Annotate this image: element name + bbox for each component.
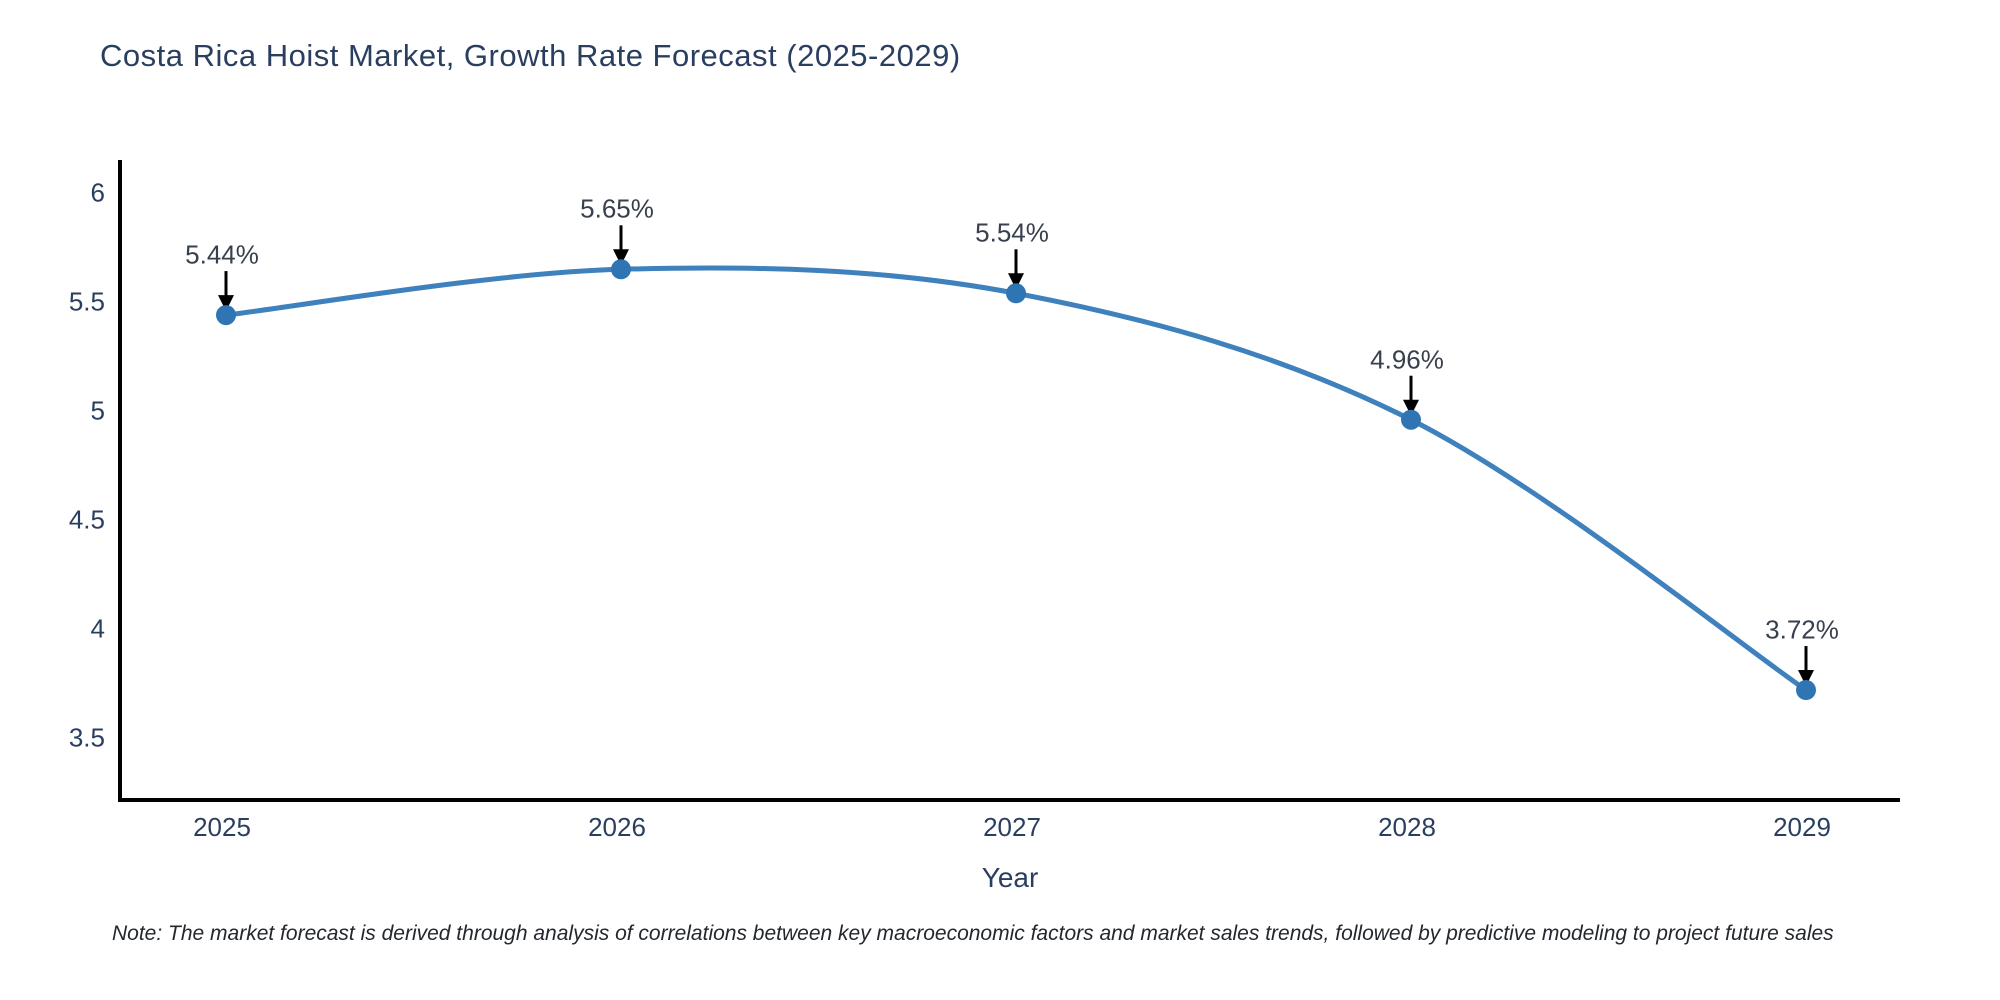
x-tick-label: 2025 bbox=[193, 812, 251, 842]
annotation-arrowhead-icon bbox=[1798, 670, 1814, 687]
annotation-arrowhead-icon bbox=[218, 295, 234, 312]
point-value-label: 5.54% bbox=[975, 217, 1049, 248]
x-tick-label: 2026 bbox=[588, 812, 646, 842]
y-tick-label: 6 bbox=[90, 177, 105, 208]
data-point-2029[interactable] bbox=[1796, 680, 1816, 701]
y-tick-label: 5.5 bbox=[68, 286, 105, 317]
annotation-arrowhead-icon bbox=[1008, 273, 1024, 290]
x-tick-label: 2028 bbox=[1378, 812, 1436, 842]
point-value-label: 4.96% bbox=[1370, 344, 1444, 375]
x-axis-title: Year bbox=[981, 862, 1039, 893]
y-tick-label: 4 bbox=[90, 613, 105, 644]
data-point-2025[interactable] bbox=[216, 305, 236, 326]
data-point-2027[interactable] bbox=[1006, 283, 1026, 304]
trend-line bbox=[223, 265, 1809, 693]
y-tick-label: 4.5 bbox=[68, 504, 105, 535]
point-value-label: 5.65% bbox=[580, 193, 654, 224]
point-value-label: 3.72% bbox=[1765, 614, 1839, 645]
footnote-text: Note: The market forecast is derived thr… bbox=[112, 922, 1834, 945]
x-tick-label: 2029 bbox=[1773, 812, 1831, 842]
data-point-2028[interactable] bbox=[1401, 409, 1421, 430]
annotation-arrowhead-icon bbox=[1403, 399, 1419, 416]
plot-area bbox=[118, 160, 1900, 802]
chart-title: Costa Rica Hoist Market, Growth Rate For… bbox=[100, 38, 961, 73]
point-value-label: 5.44% bbox=[185, 239, 259, 270]
y-tick-label: 5 bbox=[90, 395, 105, 426]
line-chart-svg bbox=[216, 225, 1816, 701]
x-tick-label: 2027 bbox=[983, 812, 1041, 842]
y-tick-label: 3.5 bbox=[68, 722, 105, 753]
annotation-arrowhead-icon bbox=[613, 249, 629, 266]
data-point-2026[interactable] bbox=[611, 259, 631, 280]
